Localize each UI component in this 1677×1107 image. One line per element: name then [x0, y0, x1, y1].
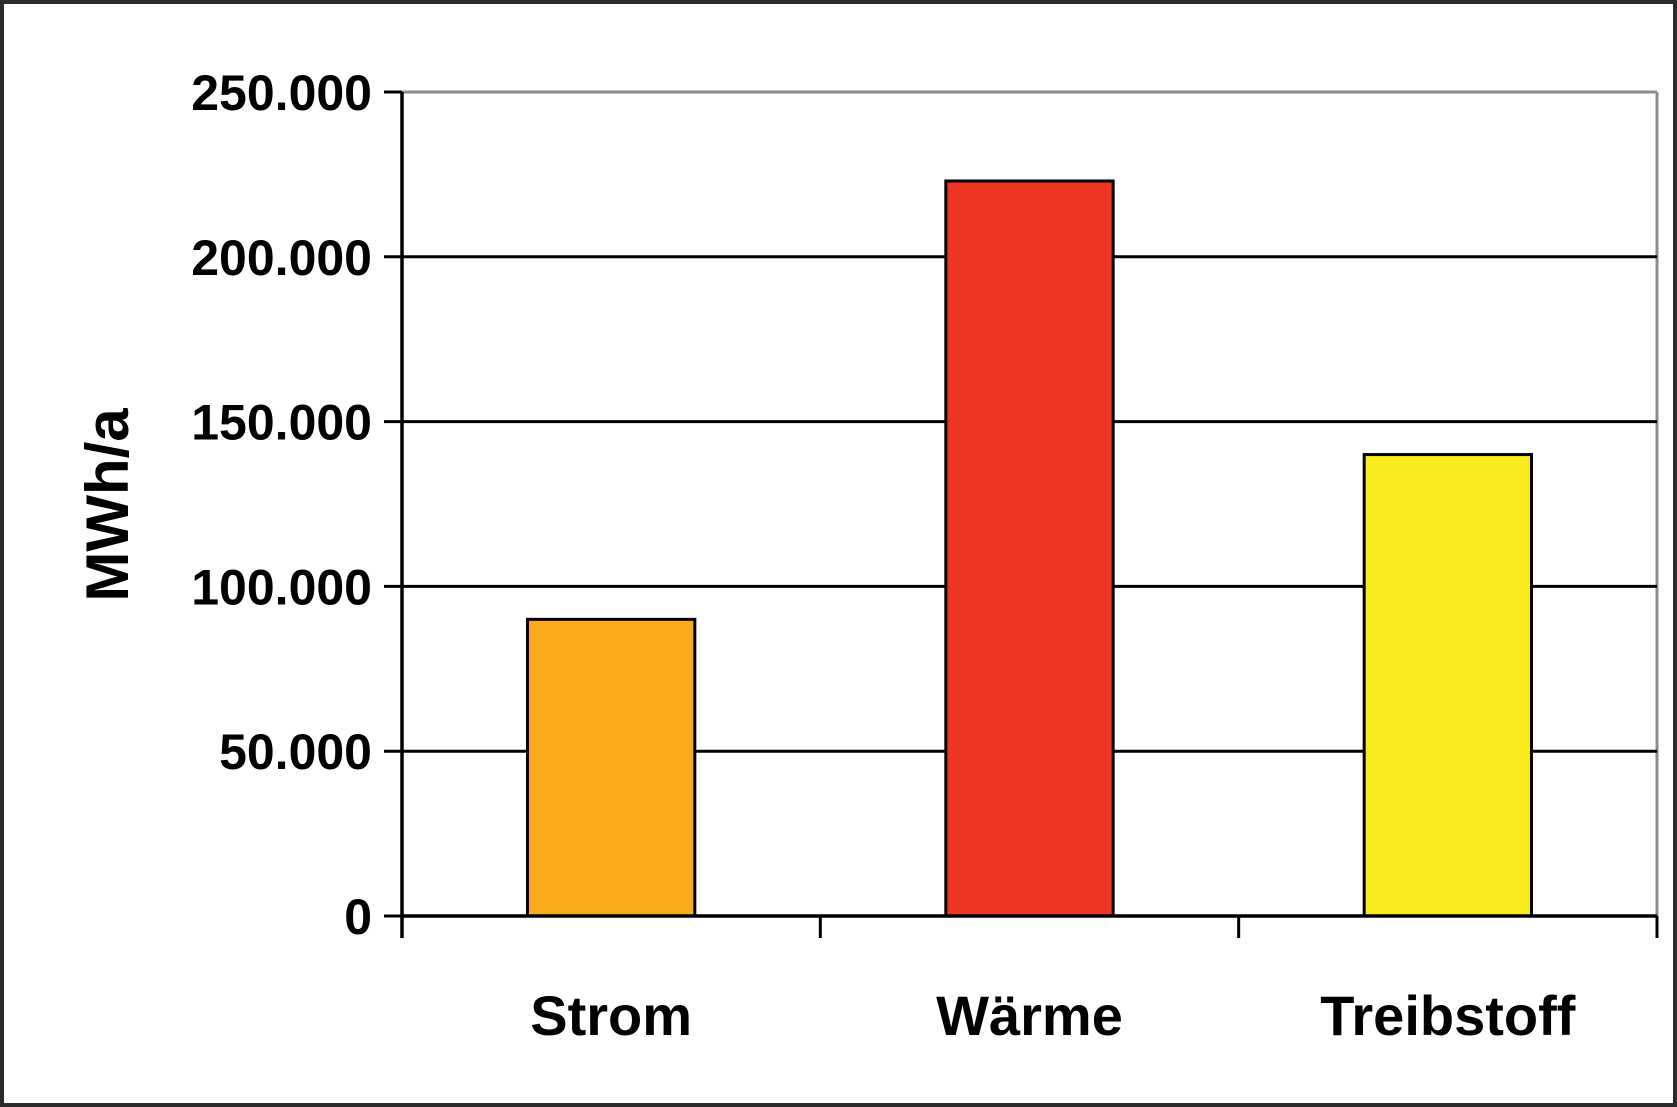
- y-axis-title: MWh/a: [74, 408, 141, 602]
- y-tick-label: 150.000: [191, 395, 372, 451]
- y-tick-label: 50.000: [219, 724, 372, 780]
- bar-strom: [526, 617, 697, 918]
- x-category-label: Wärme: [936, 984, 1123, 1047]
- bar-wärme: [944, 179, 1115, 918]
- bars: [526, 179, 1533, 918]
- x-category-label: Treibstoff: [1320, 984, 1575, 1047]
- x-category-labels: Strom Wärme Treibstoff: [530, 984, 1575, 1047]
- y-tick-label: 100.000: [191, 559, 372, 615]
- axes: [384, 90, 1659, 938]
- y-tick-label: 250.000: [191, 65, 372, 121]
- x-category-label: Strom: [530, 984, 692, 1047]
- y-tick-label: 200.000: [191, 230, 372, 286]
- y-tick-label: 0: [344, 889, 372, 945]
- y-tick-labels: 0 50.000 100.000 150.000 200.000 250.000: [191, 65, 372, 945]
- bar-treibstoff: [1362, 453, 1533, 918]
